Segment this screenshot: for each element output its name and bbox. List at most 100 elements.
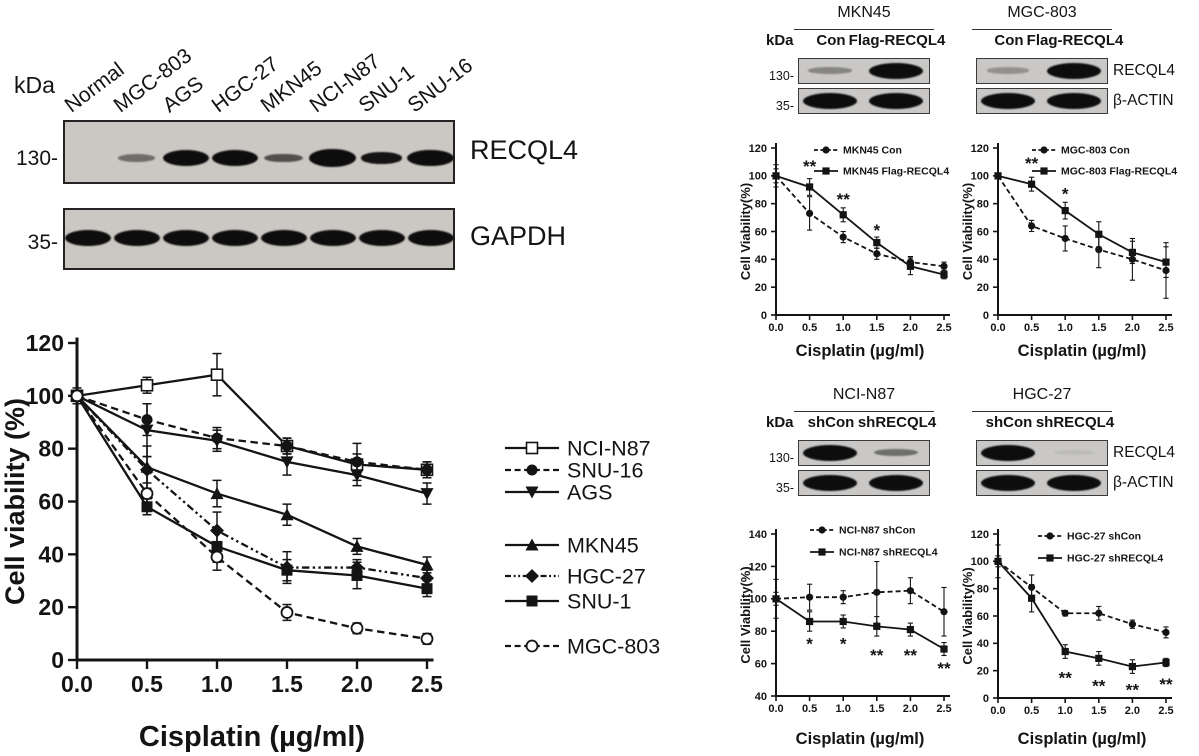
svg-text:Cisplatin (µg/ml): Cisplatin (µg/ml) <box>1018 730 1147 748</box>
protein-band <box>981 444 1035 461</box>
svg-text:Cell Viability(%): Cell Viability(%) <box>962 567 975 664</box>
kda-unit-label: kDa <box>14 72 55 98</box>
protein-band <box>1047 474 1101 491</box>
blot-strip <box>798 58 930 84</box>
svg-text:100: 100 <box>971 171 989 183</box>
hgc27-strips <box>976 440 1108 496</box>
hgc27-title: HGC-27 <box>1012 386 1072 403</box>
svg-text:40: 40 <box>977 254 989 266</box>
svg-text:20: 20 <box>38 594 64 620</box>
svg-text:100: 100 <box>26 383 64 409</box>
svg-text:20: 20 <box>755 282 767 294</box>
svg-text:*: * <box>806 635 813 654</box>
mgc803-strips <box>976 58 1108 114</box>
blot-strip <box>798 88 930 114</box>
actin-label: β-ACTIN <box>1113 474 1174 491</box>
svg-text:0.5: 0.5 <box>802 703 817 715</box>
svg-text:MGC-803 Flag-RECQL4: MGC-803 Flag-RECQL4 <box>1061 166 1177 178</box>
svg-text:100: 100 <box>749 594 767 606</box>
svg-text:120: 120 <box>971 143 989 155</box>
svg-text:1.5: 1.5 <box>1091 705 1106 717</box>
svg-text:NCI-N87 shCon: NCI-N87 shCon <box>839 525 915 537</box>
svg-text:1.0: 1.0 <box>836 703 851 715</box>
ncin87-blot: NCI-N87 kDa shCon shRECQL4 130- 35- <box>740 366 977 516</box>
svg-text:**: ** <box>870 646 884 665</box>
svg-text:2.5: 2.5 <box>1158 705 1173 717</box>
mkn45-title: MKN45 <box>837 4 891 21</box>
svg-text:NCI-N87: NCI-N87 <box>567 437 651 461</box>
svg-text:0.5: 0.5 <box>131 671 163 697</box>
svg-text:2.5: 2.5 <box>936 322 951 334</box>
svg-text:0.0: 0.0 <box>990 705 1005 717</box>
svg-text:100: 100 <box>971 556 989 568</box>
svg-text:**: ** <box>1159 675 1173 694</box>
ncin87-title-rule <box>794 411 934 412</box>
svg-text:0.0: 0.0 <box>768 322 783 334</box>
svg-text:HGC-27 shCon: HGC-27 shCon <box>1067 531 1141 543</box>
svg-text:0.5: 0.5 <box>1024 705 1039 717</box>
svg-text:Cisplatin (µg/ml): Cisplatin (µg/ml) <box>796 342 925 360</box>
protein-band <box>1047 62 1101 79</box>
ncin87-strips <box>798 440 930 496</box>
svg-text:60: 60 <box>977 611 989 623</box>
svg-text:**: ** <box>937 659 951 678</box>
protein-band <box>113 230 160 246</box>
svg-text:**: ** <box>1059 668 1073 687</box>
svg-text:*: * <box>1062 185 1069 204</box>
svg-text:2.5: 2.5 <box>936 703 951 715</box>
mkn45-title-rule <box>794 29 934 30</box>
svg-text:MGC-803 Con: MGC-803 Con <box>1061 145 1130 157</box>
protein-band <box>803 444 857 461</box>
svg-text:**: ** <box>803 157 817 176</box>
ncin87-title: NCI-N87 <box>832 386 896 403</box>
mkn45-chart: 0 20 40 60 80 100 120 0.0 0.5 1.0 1.5 2.0 2.5 Cisplat… <box>740 143 952 360</box>
svg-text:0: 0 <box>761 310 767 322</box>
lane-label-shCon: shCon <box>985 414 1033 431</box>
ncin87-lane-header: kDa shCon shRECQL4 <box>740 414 977 436</box>
main-western-blot: kDa 130- 35- RECQL4 GAPDH Normal MGC-803 A… <box>0 0 735 330</box>
panel-mkn45: MKN45 kDa Con Flag-RECQL4 130- 35- 0 20 40 60 8… <box>740 0 977 362</box>
recql4-label: RECQL4 <box>1113 444 1176 461</box>
gapdh-blot-strip <box>63 208 455 270</box>
protein-band <box>211 150 258 166</box>
svg-text:0.0: 0.0 <box>768 703 783 715</box>
mkn45-strips <box>798 58 930 114</box>
svg-text:**: ** <box>1092 676 1106 695</box>
svg-text:60: 60 <box>755 226 767 238</box>
gapdh-label: GAPDH <box>470 221 567 251</box>
svg-text:1.0: 1.0 <box>836 322 851 334</box>
hgc27-chart: 0 20 40 60 80 100 120 0.0 0.5 1.0 1.5 2.0 2.5 Cisplat… <box>962 529 1174 748</box>
lane-label-Flag-RECQL4: Flag-RECQL4 <box>848 32 946 49</box>
svg-text:2.0: 2.0 <box>1125 322 1140 334</box>
svg-text:40: 40 <box>755 691 767 703</box>
blot-strip <box>976 58 1108 84</box>
svg-text:Cisplatin (µg/ml): Cisplatin (µg/ml) <box>139 721 365 753</box>
kda-marker: 130- <box>768 451 794 465</box>
mgc803-blot: MGC-803 Con Flag-RECQL4 RECQL4 β-ACTIN <box>962 0 1199 130</box>
svg-text:**: ** <box>1126 681 1140 700</box>
svg-text:SNU-16: SNU-16 <box>567 459 644 483</box>
svg-text:Cell Viability(%): Cell Viability(%) <box>740 183 753 280</box>
protein-band <box>407 230 454 246</box>
protein-band <box>1047 92 1101 109</box>
hgc27-lane-header: shCon shRECQL4 <box>962 414 1199 436</box>
svg-text:2.5: 2.5 <box>411 671 443 697</box>
lane-label-Con: Con <box>816 32 846 49</box>
svg-text:20: 20 <box>977 282 989 294</box>
mgc803-chart: 0 20 40 60 80 100 120 0.0 0.5 1.0 1.5 2.0 2.5 Cisplat… <box>962 143 1177 360</box>
svg-text:*: * <box>840 635 847 654</box>
protein-band <box>162 150 209 166</box>
svg-text:40: 40 <box>755 254 767 266</box>
svg-text:2.0: 2.0 <box>341 671 373 697</box>
protein-band <box>981 474 1035 491</box>
blot-strip <box>798 470 930 496</box>
svg-text:1.5: 1.5 <box>869 703 884 715</box>
kda-marker: 35- <box>775 481 794 495</box>
svg-text:2.0: 2.0 <box>903 322 918 334</box>
svg-text:2.0: 2.0 <box>903 703 918 715</box>
svg-text:1.5: 1.5 <box>271 671 303 697</box>
kda-marker: 35- <box>775 99 794 113</box>
svg-text:NCI-N87 shRECQL4: NCI-N87 shRECQL4 <box>839 547 938 559</box>
mgc803-title: MGC-803 <box>1007 4 1077 21</box>
